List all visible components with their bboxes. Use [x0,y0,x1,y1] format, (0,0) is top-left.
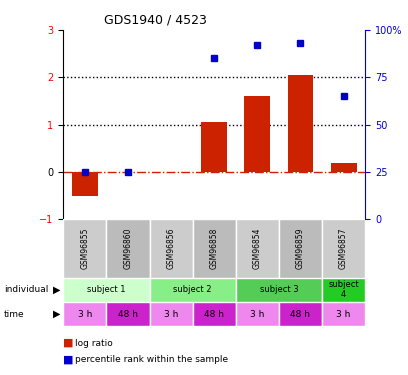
Text: GSM96854: GSM96854 [253,228,262,269]
Text: ■: ■ [63,338,74,348]
Bar [236,278,322,302]
Bar [244,96,270,172]
Text: subject 2: subject 2 [173,285,212,294]
Bar [149,219,193,278]
Bar [193,219,236,278]
Bar [106,219,149,278]
Text: 3 h: 3 h [164,310,178,319]
Text: ▶: ▶ [53,309,60,319]
Text: ■: ■ [63,355,74,365]
Bar [322,278,365,302]
Text: percentile rank within the sample: percentile rank within the sample [75,356,228,364]
Bar [149,278,236,302]
Bar [63,302,106,326]
Text: 48 h: 48 h [118,310,138,319]
Bar [72,172,98,196]
Text: 48 h: 48 h [290,310,310,319]
Text: GSM96860: GSM96860 [124,228,133,269]
Text: 3 h: 3 h [250,310,264,319]
Text: GSM96857: GSM96857 [339,228,348,269]
Bar [63,278,149,302]
Bar [106,302,149,326]
Bar [322,302,365,326]
Text: subject 3: subject 3 [259,285,298,294]
Bar [63,219,106,278]
Bar [149,302,193,326]
Text: 3 h: 3 h [78,310,92,319]
Text: 48 h: 48 h [204,310,224,319]
Bar [201,122,227,172]
Text: 3 h: 3 h [337,310,351,319]
Bar [236,219,279,278]
Bar [193,302,236,326]
Text: ▶: ▶ [53,285,60,295]
Text: time: time [4,310,25,319]
Bar [279,219,322,278]
Text: GSM96858: GSM96858 [210,228,219,269]
Text: GDS1940 / 4523: GDS1940 / 4523 [104,13,206,26]
Text: GSM96855: GSM96855 [80,228,89,269]
Text: log ratio: log ratio [75,339,113,348]
Text: GSM96859: GSM96859 [296,228,305,269]
Text: subject 1: subject 1 [87,285,126,294]
Bar [236,302,279,326]
Text: individual: individual [4,285,49,294]
Bar [322,219,365,278]
Bar [288,75,313,172]
Text: subject
4: subject 4 [328,280,359,299]
Text: GSM96856: GSM96856 [166,228,175,269]
Bar [330,163,357,172]
Bar [279,302,322,326]
